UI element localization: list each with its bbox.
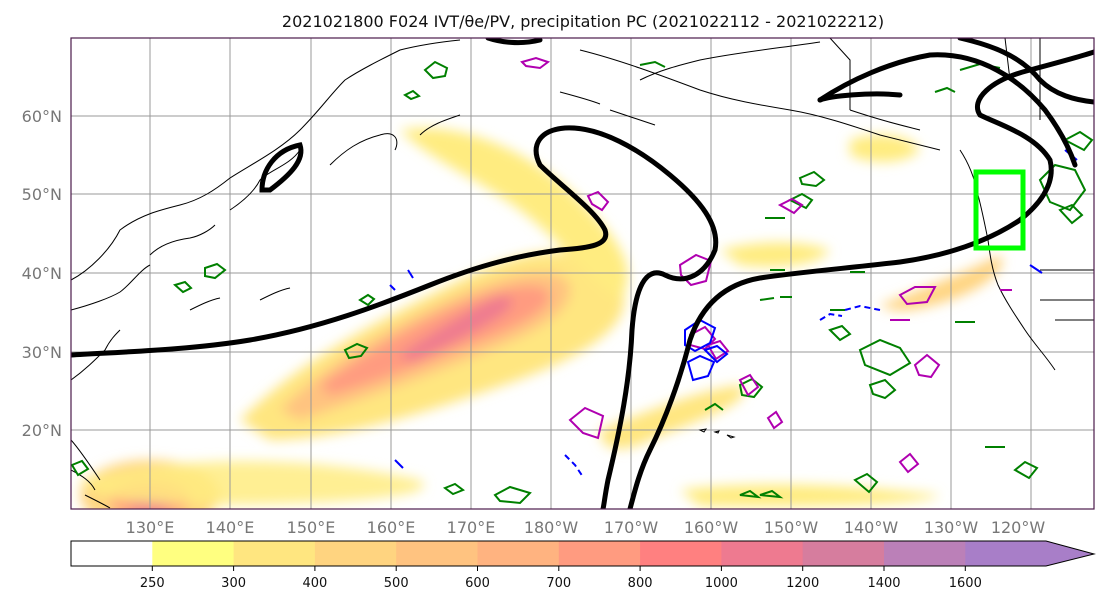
colorbar-tick-label: 500 (384, 576, 409, 591)
colorbar-cell (802, 541, 885, 566)
map-panel (71, 38, 1094, 509)
pv-contours-magenta (520, 56, 1012, 474)
colorbar-tick-label: 300 (221, 576, 246, 591)
lon-label: 130°E (126, 518, 175, 537)
colorbar-tick-label: 1400 (867, 576, 900, 591)
colorbar-outline (70, 540, 1096, 567)
colorbar-ticks: 250 300 400 500 600 700 800 1000 1200 1400 1600 (140, 566, 982, 591)
map-frame (70, 37, 1095, 510)
colorbar-cell (477, 541, 560, 566)
lon-label: 120°W (991, 518, 1046, 537)
lon-label: 150°W (764, 518, 819, 537)
lat-label: 30°N (22, 343, 62, 362)
lon-label: 140°E (206, 518, 255, 537)
lon-label: 160°E (367, 518, 416, 537)
lat-label: 20°N (22, 421, 62, 440)
lon-label: 180°W (524, 518, 579, 537)
target-region-box (973, 169, 1026, 251)
pv-contours-green (71, 60, 1094, 505)
colorbar-tick-label: 1000 (705, 576, 738, 591)
lat-label: 40°N (22, 264, 62, 283)
colorbar-cell (558, 541, 641, 566)
colorbar-tick-label: 1600 (949, 576, 982, 591)
coastlines (71, 38, 1094, 509)
lat-label: 50°N (22, 185, 62, 204)
colorbar-cell (152, 541, 235, 566)
colorbar-tick-label: 1200 (786, 576, 819, 591)
colorbar-cell (721, 541, 804, 566)
colorbar-cells (71, 541, 1048, 566)
colorbar-cell (640, 541, 722, 566)
colorbar-cell (233, 541, 316, 566)
lon-label: 140°W (844, 518, 899, 537)
lon-label: 170°E (447, 518, 496, 537)
colorbar-tick-label: 600 (465, 576, 490, 591)
colorbar: 250 300 400 500 600 700 800 1000 1200 1400 1600 (70, 540, 1096, 591)
colorbar-cell (314, 541, 397, 566)
colorbar-tick-label: 400 (302, 576, 327, 591)
lat-label: 60°N (22, 107, 62, 126)
colorbar-cell (71, 541, 153, 566)
lon-label: 160°W (684, 518, 739, 537)
longitude-labels: 130°E 140°E 150°E 160°E 170°E 180°W 170°… (126, 518, 1046, 537)
theta-e-contours (71, 38, 1094, 509)
lon-label: 170°W (604, 518, 659, 537)
latitude-labels: 60°N 50°N 40°N 30°N 20°N (22, 107, 62, 440)
lon-label: 150°E (287, 518, 336, 537)
colorbar-tick-label: 250 (140, 576, 165, 591)
colorbar-tick-label: 700 (546, 576, 571, 591)
colorbar-cell (965, 541, 1048, 566)
colorbar-tick-label: 800 (628, 576, 653, 591)
colorbar-extend-arrow (1046, 541, 1094, 566)
pv-contours-blue (389, 149, 1078, 478)
map-title: 2021021800 F024 IVT/θe/PV, precipitation… (282, 12, 884, 31)
colorbar-cell (396, 541, 478, 566)
colorbar-cell (884, 541, 966, 566)
lon-label: 130°W (924, 518, 979, 537)
